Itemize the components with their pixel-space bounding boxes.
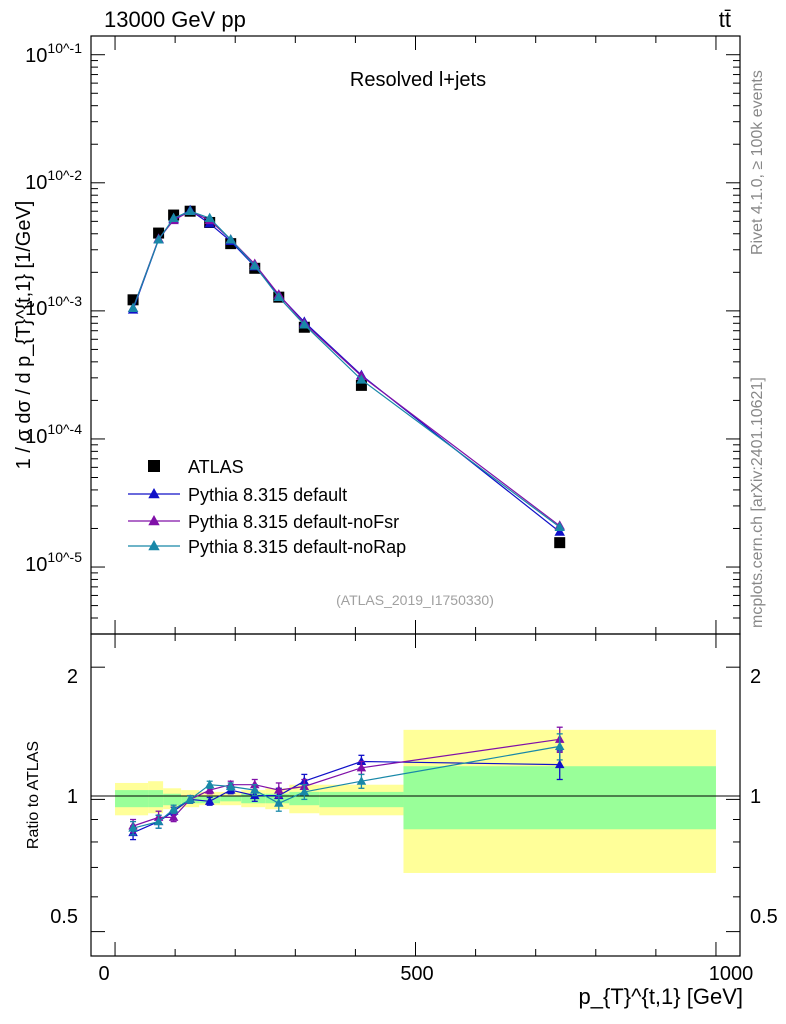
ratio-point-pythia-8-315-default-norap [299,786,310,796]
point-pythia-8-315-default-norap [184,205,196,216]
ratio-point-pythia-8-315-default-nofsr [204,785,215,794]
ratio-point-pythia-8-315-default [204,796,215,805]
legend-label-pythia-8-315-default-norap: Pythia 8.315 default-noRap [188,537,406,557]
ratio-band-green [220,795,242,802]
y-tick-label-1e-5: 1010^-5 [25,549,82,576]
y-tick-label-1e-2: 1010^-2 [25,167,82,194]
y-tick-label-1e-4-exp: 10^-4 [47,421,82,437]
ratio-point-pythia-8-315-default-nofsr [274,785,284,794]
ratio-point-pythia-8-315-default [356,756,367,765]
x-tick-label-1000: 1000 [709,963,754,985]
ratio-band-green [319,791,404,808]
ratio-tick-left-0.5: 0.5 [50,906,78,928]
series-line-pythia-8-315-default [132,209,561,533]
y-tick-label-1e-2-exp: 10^-2 [47,167,82,183]
atlas-data-point [554,537,566,549]
ratio-data-series [128,726,565,841]
main-plot-title: Resolved l+jets [350,69,486,91]
point-pythia-8-315-default-norap [554,521,565,531]
main-data-series [127,204,566,549]
main-axis-ticks [91,36,740,635]
series-line-pythia-8-315-default-nofsr [132,210,561,527]
atlas-data-point [127,294,139,306]
y-tick-label-1e-5-exp: 10^-5 [47,549,82,565]
ratio-point-pythia-8-315-default-norap [185,794,195,803]
ratio-point-pythia-8-315-default-norap [356,776,367,785]
ratio-point-pythia-8-315-default-norap [274,798,284,807]
ratio-y-axis-label: Ratio to ATLAS [25,741,42,849]
process-label: tt̄ [719,7,731,32]
ratio-tick-left-1: 1 [67,786,78,808]
ratio-panel: 0.5 1 2 0.5 1 2 Ratio to ATLAS 0 500 100… [25,633,778,1009]
ratio-tick-left-2: 2 [67,666,78,688]
ratio-tick-right-1: 1 [750,786,761,808]
x-axis-label: p_{T}^{t,1} [GeV] [579,984,743,1009]
point-pythia-8-315-default [554,526,565,536]
main-panel: Resolved l+jets (ATLAS_2019_I1750330) 10… [13,35,741,635]
ratio-point-pythia-8-315-default-norap [554,741,565,750]
point-pythia-8-315-default-norap [204,212,215,222]
ratio-tick-right-0.5: 0.5 [750,906,778,928]
point-pythia-8-315-default-norap [249,260,260,270]
ratio-point-pythia-8-315-default-norap [204,779,215,789]
point-pythia-8-315-default-norap [299,319,310,329]
legend: ATLAS Pythia 8.315 default Pythia 8.315 de… [128,457,406,557]
series-line-pythia-8-315-default-norap [132,210,561,528]
x-tick-label-500: 500 [400,963,433,985]
point-pythia-8-315-default-norap [356,374,367,384]
ratio-band-green [115,790,149,808]
legend-marker-pythia-8-315-default [148,488,160,499]
ratio-point-pythia-8-315-default-nofsr [250,779,260,789]
legend-marker-pythia-8-315-default-norap [148,540,160,551]
energy-label: 13000 GeV pp [104,7,246,32]
ratio-tick-right-2: 2 [750,666,761,688]
mcplots-label: mcplots.cern.ch [arXiv:2401.10621] [749,377,766,628]
atlas-data-point [355,379,367,391]
ratio-point-pythia-8-315-default-norap [250,785,260,794]
y-tick-label-1e-1-exp: 10^-1 [47,40,82,56]
ratio-point-pythia-8-315-default-norap [168,804,179,813]
point-pythia-8-315-default-norap [153,234,164,244]
y-tick-label-1e-3-exp: 10^-3 [47,293,82,309]
ratio-point-pythia-8-315-default-norap [225,781,236,790]
rivet-version-label: Rivet 4.1.0, ≥ 100k events [749,70,766,255]
atlas-data-point [153,227,165,239]
point-pythia-8-315-default-norap [273,291,285,301]
ratio-point-pythia-8-315-default-nofsr [356,762,367,772]
legend-marker-atlas [148,460,160,472]
y-tick-label-1e-1: 1010^-1 [25,40,82,67]
ratio-point-pythia-8-315-default-nofsr [168,812,179,821]
point-pythia-8-315-default-norap [127,302,139,313]
ratio-axis-ticks [91,634,740,956]
legend-label-pythia-8-315-default-nofsr: Pythia 8.315 default-noFsr [188,512,399,532]
x-tick-labels: 0 500 1000 [98,963,753,985]
ratio-band-green [148,790,164,808]
legend-label-pythia-8-315-default: Pythia 8.315 default [188,485,347,505]
ratio-band-green [163,793,182,806]
x-tick-label-0: 0 [98,963,109,985]
legend-marker-pythia-8-315-default-nofsr [148,515,160,526]
analysis-watermark: (ATLAS_2019_I1750330) [336,592,494,608]
ratio-point-pythia-8-315-default-norap [153,816,164,826]
ratio-point-pythia-8-315-default [554,759,565,769]
ratio-frame [90,633,741,957]
point-pythia-8-315-default-norap [225,234,236,244]
legend-label-atlas: ATLAS [188,457,244,477]
point-pythia-8-315-default-norap [168,212,179,222]
main-y-axis-label: 1 / σ dσ / d p_{T}^{t,1} [1/GeV] [13,201,35,470]
ratio-y-tick-labels: 0.5 1 2 0.5 1 2 [50,666,778,928]
ratio-point-pythia-8-315-default-norap [128,823,138,832]
